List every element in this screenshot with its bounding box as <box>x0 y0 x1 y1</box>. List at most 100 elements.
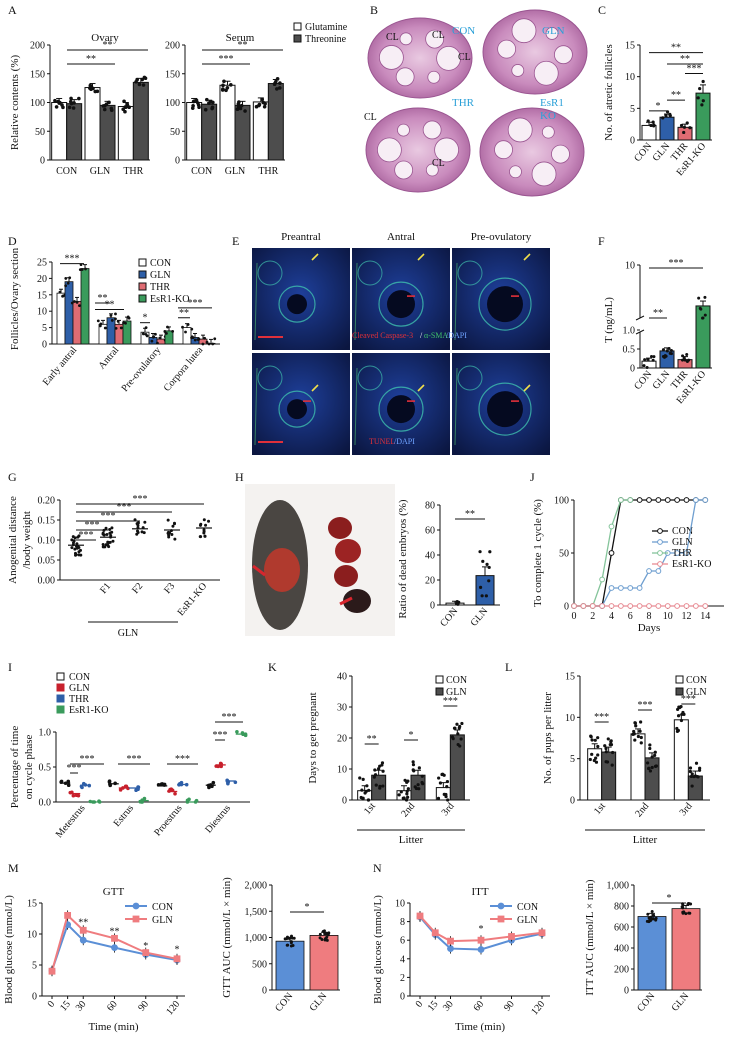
data-point <box>696 96 700 100</box>
data-point <box>664 603 671 609</box>
chart-panel-I: 0.0 0.5 1.0 Percentage of time on cycle phas… <box>9 672 250 840</box>
data-point <box>636 603 643 609</box>
data-point <box>654 764 658 768</box>
y-axis-title: No. of atretic follicles <box>603 44 615 141</box>
x-tick-label: 2nd <box>399 801 417 820</box>
data-point <box>688 902 692 906</box>
y-tick-label: 15 <box>625 41 635 52</box>
significance-label: * <box>656 101 661 112</box>
data-point <box>190 106 195 110</box>
data-point <box>364 789 368 793</box>
data-point <box>681 354 685 358</box>
data-point <box>639 735 643 740</box>
data-point <box>73 300 76 303</box>
panel-label-L: L <box>505 660 512 674</box>
data-point <box>605 760 610 764</box>
data-point <box>627 497 634 503</box>
data-point <box>114 317 117 321</box>
data-point <box>53 98 57 103</box>
dissection-photo <box>245 484 395 636</box>
data-point <box>380 763 384 767</box>
data-point <box>101 543 105 547</box>
significance-label: * <box>479 924 484 935</box>
data-point <box>68 276 72 280</box>
data-point <box>603 744 607 748</box>
data-point <box>642 364 646 368</box>
x-tick-label: 15 <box>58 999 73 1014</box>
data-point <box>257 103 261 108</box>
data-point <box>442 773 446 777</box>
legend-label: CON <box>152 902 173 913</box>
y-axis-title: on cycle phase <box>23 735 35 800</box>
x-tick-label: GLN <box>225 166 246 177</box>
chart-panel-M2: 0 500 1,000 1,500 2,000 GTT AUC (mmol/L × min… <box>221 877 340 1014</box>
x-tick-label: GLN <box>308 991 330 1014</box>
x-tick-label: 14 <box>700 611 710 622</box>
data-point <box>365 784 369 788</box>
column-title: Antral <box>387 231 415 243</box>
data-point <box>150 339 154 343</box>
data-point <box>594 760 599 764</box>
significance-label: ** <box>78 917 88 928</box>
data-point <box>701 99 705 103</box>
data-point <box>417 766 421 770</box>
data-point <box>593 738 597 742</box>
significance-label: * <box>409 730 414 741</box>
data-point <box>703 295 707 299</box>
data-point <box>166 531 170 535</box>
x-tick-label: GLN <box>651 141 673 164</box>
bar <box>66 103 83 161</box>
legend-label: EsR1-KO <box>69 705 108 716</box>
data-point <box>71 106 76 110</box>
bar <box>80 268 90 345</box>
x-tick-label: 12 <box>682 611 692 622</box>
bar <box>637 916 667 991</box>
panel-label-K: K <box>268 660 277 674</box>
y-tick-label: 1,000 <box>245 933 268 944</box>
data-point <box>211 780 216 785</box>
legend-label: GLN <box>686 687 707 698</box>
x-tick-label: F1 <box>98 581 113 596</box>
data-point <box>104 526 108 530</box>
data-point <box>450 735 455 739</box>
x-tick-label: Metestrus <box>54 803 88 840</box>
significance-label: ** <box>105 300 115 311</box>
data-point <box>114 326 118 330</box>
data-point <box>699 307 703 311</box>
y-axis-title: /body weight <box>21 511 33 569</box>
data-point <box>75 546 79 550</box>
bar <box>51 102 68 161</box>
data-point <box>260 97 265 102</box>
data-point <box>420 780 424 785</box>
y-tick-label: 10 <box>395 899 405 910</box>
data-point <box>458 724 462 729</box>
stain-label: Cleaved Caspase-3 <box>352 331 413 340</box>
significance-label: *** <box>188 298 203 309</box>
data-point <box>478 550 482 554</box>
data-point <box>323 932 327 936</box>
data-point <box>648 769 652 773</box>
x-tick-label: Proestrus <box>152 803 184 839</box>
follicle-antrum <box>387 395 415 424</box>
data-point <box>648 746 652 751</box>
data-point <box>652 123 656 127</box>
data-point <box>445 784 449 789</box>
y-tick-label: 100 <box>554 496 569 507</box>
y-tick-label: 4 <box>400 954 405 965</box>
data-point <box>650 755 654 759</box>
y-tick-label: 10 <box>337 765 347 776</box>
bar <box>234 104 251 161</box>
data-point <box>651 917 655 921</box>
legend-label: CON <box>446 675 467 686</box>
data-point <box>109 534 113 538</box>
data-point <box>78 548 82 552</box>
y-axis-title: Blood glucose (mmol/L) <box>372 895 384 1004</box>
data-point <box>79 926 87 934</box>
data-point <box>646 912 650 916</box>
x-axis-title: Time (min) <box>455 1021 505 1033</box>
data-point <box>325 935 329 939</box>
legend-label: EsR1-KO <box>150 294 189 305</box>
x-tick-label: CON <box>635 991 657 1014</box>
data-point <box>186 323 190 326</box>
data-point <box>66 779 71 784</box>
